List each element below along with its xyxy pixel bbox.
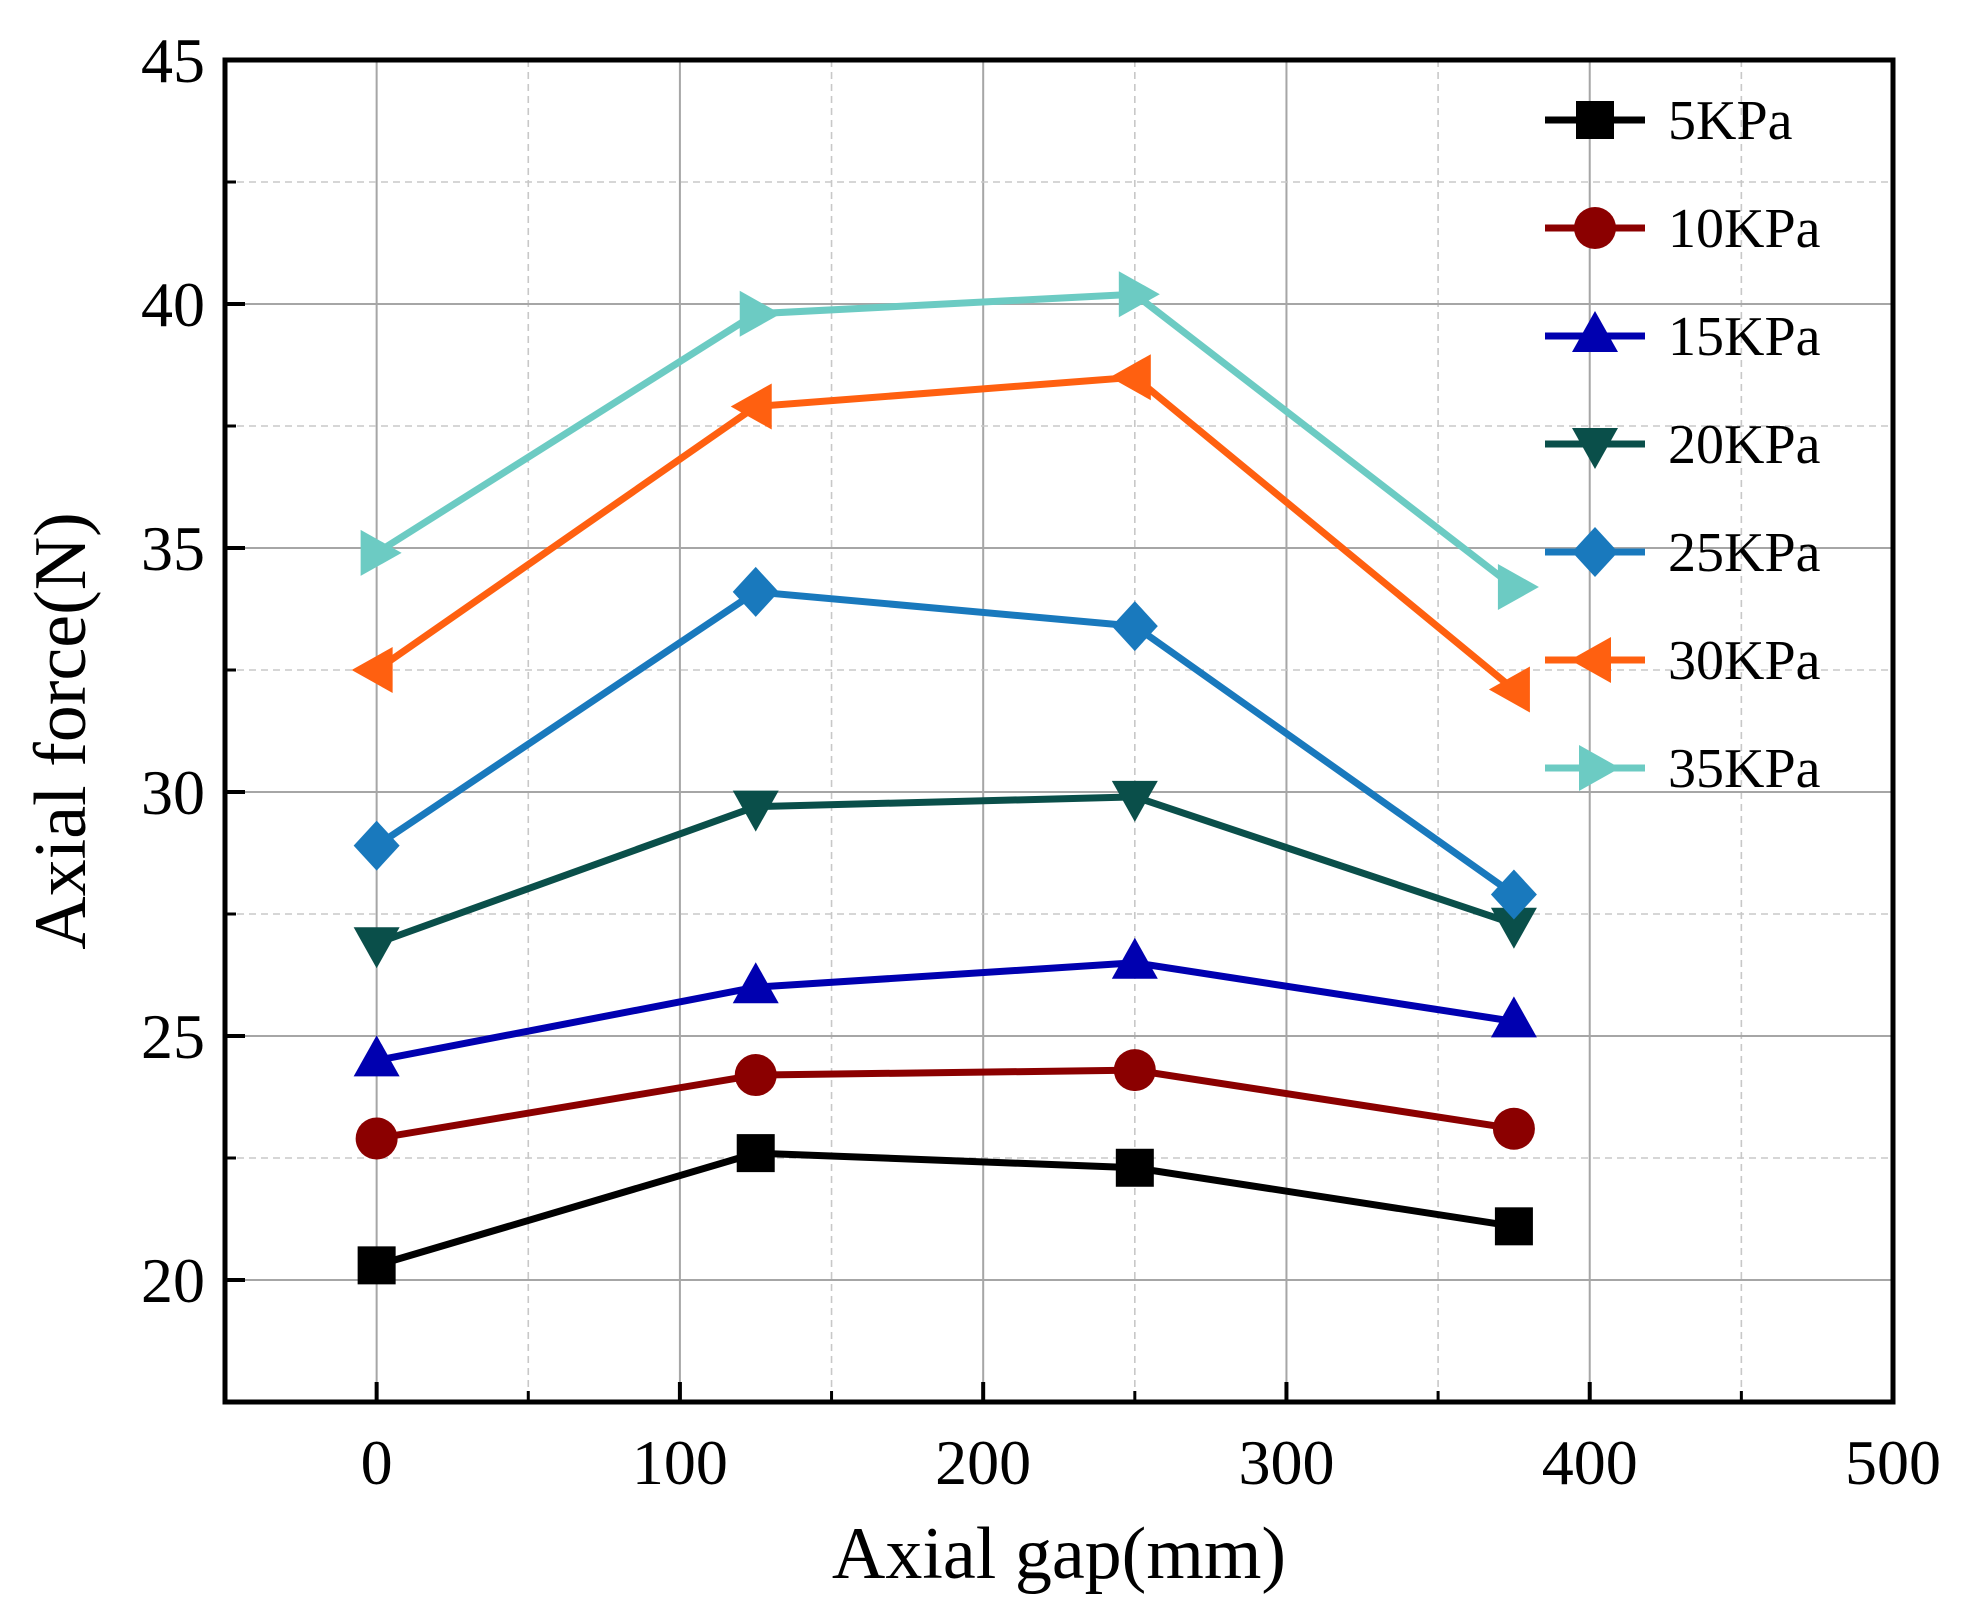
data-point-15KPa-0	[353, 1035, 400, 1077]
series-layer	[351, 271, 1539, 1285]
data-point-5KPa-125	[736, 1134, 775, 1173]
x-axis-title: Axial gap(mm)	[832, 1513, 1286, 1595]
data-point-15KPa-250	[1111, 937, 1158, 979]
data-point-5KPa-375	[1494, 1207, 1533, 1246]
legend-marker	[1572, 311, 1618, 352]
data-point-20KPa-375	[1490, 907, 1537, 949]
data-point-25KPa-375	[1490, 869, 1537, 920]
series-line-20KPa	[375, 793, 1516, 947]
series-25KPa	[353, 566, 1537, 920]
legend-label: 5KPa	[1668, 90, 1793, 152]
series-line-35KPa	[374, 290, 1517, 590]
x-tick-label: 300	[1238, 1427, 1334, 1498]
data-point-25KPa-125	[732, 566, 779, 617]
legend-item-25KPa: 25KPa	[1545, 522, 1821, 584]
x-tick-label: 0	[361, 1427, 393, 1498]
legend-item-30KPa: 30KPa	[1545, 630, 1821, 692]
series-line-10KPa	[376, 1066, 1515, 1142]
data-point-35KPa-375	[1497, 564, 1539, 611]
x-tick-label: 100	[632, 1427, 728, 1498]
data-point-10KPa-375	[1492, 1107, 1535, 1150]
y-tick-label: 45	[141, 25, 205, 96]
data-point-5KPa-250	[1115, 1148, 1154, 1187]
series-line-5KPa	[375, 1149, 1515, 1269]
data-point-25KPa-0	[353, 820, 400, 871]
series-line-15KPa	[375, 959, 1515, 1064]
legend-label: 30KPa	[1668, 630, 1821, 692]
plot-frame	[222, 57, 1896, 1405]
series-35KPa	[360, 271, 1539, 611]
data-point-10KPa-0	[355, 1117, 398, 1160]
y-axis-title: Axial force(N)	[20, 512, 102, 950]
legend-marker	[1579, 745, 1620, 791]
data-point-30KPa-125	[730, 383, 772, 430]
legend-label: 35KPa	[1668, 738, 1821, 800]
legend-marker	[1572, 428, 1618, 469]
ticks: 0 100 200 300 400 500 20 25 30 35 40 45	[141, 25, 1941, 1498]
legend-item-35KPa: 35KPa	[1545, 738, 1821, 800]
series-20KPa	[353, 780, 1537, 969]
data-point-25KPa-250	[1111, 601, 1158, 652]
y-tick-label: 20	[141, 1245, 205, 1316]
legend-marker	[1574, 207, 1616, 249]
legend-label: 15KPa	[1668, 306, 1821, 368]
data-point-30KPa-250	[1109, 354, 1151, 401]
series-30KPa	[351, 354, 1530, 713]
legend-item-5KPa: 5KPa	[1545, 90, 1793, 152]
legend-item-15KPa: 15KPa	[1545, 306, 1821, 368]
series-15KPa	[353, 937, 1537, 1077]
legend-item-10KPa: 10KPa	[1545, 198, 1821, 260]
legend-marker	[1576, 101, 1614, 139]
data-point-10KPa-250	[1113, 1049, 1156, 1092]
data-point-35KPa-125	[739, 290, 781, 337]
series-5KPa	[357, 1134, 1533, 1285]
legend-label: 25KPa	[1668, 522, 1821, 584]
series-line-30KPa	[374, 373, 1517, 693]
data-point-20KPa-125	[732, 790, 779, 832]
y-tick-label: 35	[141, 513, 205, 584]
legend: 5KPa 10KPa 15KPa 20KPa 25KPa 30KPa 35KPa	[1545, 90, 1821, 800]
series-line-25KPa	[374, 588, 1516, 898]
legend-marker	[1570, 637, 1611, 683]
legend-marker	[1572, 527, 1618, 577]
data-point-20KPa-250	[1111, 780, 1158, 822]
data-point-5KPa-0	[357, 1246, 396, 1285]
data-point-10KPa-125	[734, 1054, 777, 1097]
data-point-15KPa-375	[1490, 996, 1537, 1038]
legend-label: 20KPa	[1668, 414, 1821, 476]
data-point-30KPa-375	[1488, 666, 1530, 713]
data-point-30KPa-0	[351, 647, 393, 693]
data-point-15KPa-125	[732, 962, 779, 1004]
data-point-35KPa-0	[360, 529, 402, 576]
y-tick-label: 40	[141, 269, 205, 340]
y-tick-label: 25	[141, 1001, 205, 1072]
x-tick-label: 500	[1845, 1427, 1941, 1498]
legend-item-20KPa: 20KPa	[1545, 414, 1821, 476]
data-point-20KPa-0	[353, 927, 400, 969]
x-tick-label: 200	[935, 1427, 1031, 1498]
data-point-35KPa-250	[1118, 271, 1160, 318]
y-tick-label: 30	[141, 757, 205, 828]
legend-label: 10KPa	[1668, 198, 1821, 260]
x-tick-label: 400	[1542, 1427, 1638, 1498]
series-10KPa	[355, 1049, 1535, 1160]
